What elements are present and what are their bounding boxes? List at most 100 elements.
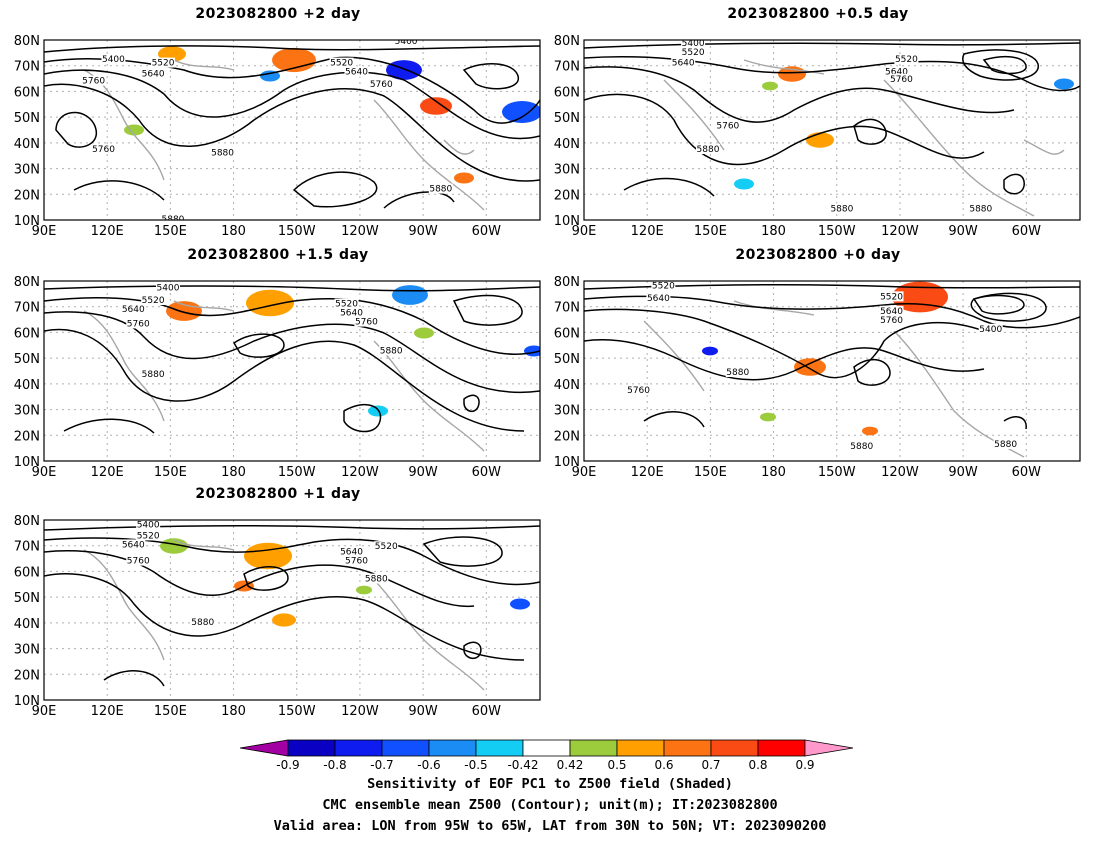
contour-label: 5760 (82, 77, 105, 87)
contour-label: 5880 (142, 370, 165, 380)
lat-tick-label: 30N (554, 163, 580, 178)
contour-label: 5640 (647, 294, 670, 304)
contour-label-bg (121, 539, 146, 550)
lat-tick-label: 50N (14, 352, 40, 367)
contour-label-bg (339, 546, 364, 557)
z500-contour (44, 311, 540, 394)
contour-label: 5760 (127, 557, 150, 567)
contour-label-bg (879, 314, 904, 325)
lon-tick-label: 150W (278, 704, 316, 719)
z500-contour (73, 180, 165, 201)
z500-contour (452, 294, 523, 326)
coastline (83, 300, 485, 452)
colorbar-segment (757, 739, 806, 757)
z500-contour (1003, 173, 1025, 195)
lat-tick-label: 30N (554, 404, 580, 419)
lat-tick-label: 70N (14, 540, 40, 555)
contour-label-bg (968, 203, 993, 214)
z500-contour (584, 339, 985, 381)
lat-tick-label: 10N (14, 694, 40, 709)
lon-tick-label: 120W (341, 704, 379, 719)
lon-tick-label: 90W (408, 465, 438, 480)
lat-tick-label: 10N (14, 455, 40, 470)
sensitivity-patch (794, 358, 826, 376)
colorbar-tick-label: -0.42 (507, 758, 538, 772)
caption-title: Sensitivity of EOF PC1 to Z500 field (Sh… (367, 776, 733, 792)
panel-title: 2023082800 +2 day (195, 6, 361, 22)
z500-contour (462, 63, 519, 90)
contour-label-bg (978, 323, 1003, 334)
contour-label-bg (681, 40, 706, 48)
z500-contour (853, 118, 887, 145)
contour-label-bg (334, 298, 359, 309)
sensitivity-patch (510, 598, 530, 610)
colorbar-segment (287, 739, 336, 757)
map-panel: 2023082800 +0 day 5520 5640 5520 5640 5760 540… (540, 247, 1096, 485)
contour-label: 5760 (890, 75, 913, 85)
z500-contour (55, 111, 97, 148)
colorbar-segment (663, 739, 712, 757)
contour-label: 5640 (340, 548, 363, 558)
lat-tick-label: 40N (14, 378, 40, 393)
contour-label-bg (151, 57, 176, 68)
z500-contour (44, 550, 475, 607)
contour-label: 5520 (330, 59, 353, 69)
lat-tick-label: 80N (14, 34, 40, 49)
caption-contour-info: CMC ensemble mean Z500 (Contour); unit(m… (322, 797, 778, 813)
z500-contour (853, 358, 891, 386)
lon-tick-label: 90W (408, 704, 438, 719)
lon-tick-label: 120E (631, 465, 664, 480)
panel-title: 2023082800 +0 day (735, 247, 901, 263)
contour-label-bg (141, 295, 166, 305)
colorbar-segment (381, 739, 430, 757)
colorbar-tick-label: 0.9 (795, 758, 814, 772)
lat-tick-label: 50N (14, 591, 40, 606)
sensitivity-patch (892, 281, 948, 313)
contour-label: 5760 (880, 316, 903, 326)
contour-label-bg (894, 54, 919, 64)
lat-tick-label: 20N (14, 668, 40, 683)
z500-contour (643, 411, 705, 428)
z500-contour (972, 294, 1025, 315)
sensitivity-patch (244, 542, 292, 570)
contour-label: 5880 (830, 204, 853, 214)
sensitivity-patch (246, 289, 294, 317)
lat-tick-label: 60N (14, 326, 40, 341)
lat-tick-label: 70N (14, 60, 40, 75)
contour-label-bg (725, 367, 750, 377)
z500-contour (422, 536, 503, 567)
contour-label-bg (136, 530, 161, 541)
lon-tick-label: 150E (694, 465, 727, 480)
z500-contour (44, 45, 540, 53)
contour-label-bg (190, 616, 215, 627)
map-panel: 2023082800 +2 day 5400 5520 5640 5760 5400 552… (0, 6, 556, 244)
z500-contour (623, 177, 715, 197)
colorbar-tick-label: -0.8 (323, 758, 346, 772)
lat-tick-label: 40N (554, 378, 580, 393)
contour-label: 5400 (157, 283, 180, 293)
lon-tick-label: 120E (91, 704, 124, 719)
sensitivity-patch (454, 172, 474, 184)
contour-label-bg (428, 183, 453, 194)
z500-contour (584, 93, 985, 166)
contour-label: 5400 (979, 325, 1002, 335)
caption-valid-area: Valid area: LON from 95W to 65W, LAT fro… (273, 818, 827, 834)
contour-label: 5520 (682, 48, 705, 58)
contour-label-bg (993, 439, 1018, 449)
colorbar-tick-label: 0.8 (748, 758, 767, 772)
z500-contour (982, 55, 1027, 75)
lat-tick-label: 50N (554, 352, 580, 367)
contour-label-bg (829, 203, 854, 214)
contour-label-bg (344, 66, 369, 77)
contour-label: 5760 (716, 122, 739, 132)
contour-label: 5880 (191, 618, 214, 628)
contour-label: 5640 (122, 540, 145, 550)
contour-label: 5880 (994, 440, 1017, 450)
lat-tick-label: 60N (554, 85, 580, 100)
contour-label: 5880 (365, 575, 388, 585)
coastline (663, 59, 1065, 217)
z500-contour (44, 69, 540, 140)
plot-frame (43, 280, 541, 462)
contour-label: 5760 (345, 557, 368, 567)
